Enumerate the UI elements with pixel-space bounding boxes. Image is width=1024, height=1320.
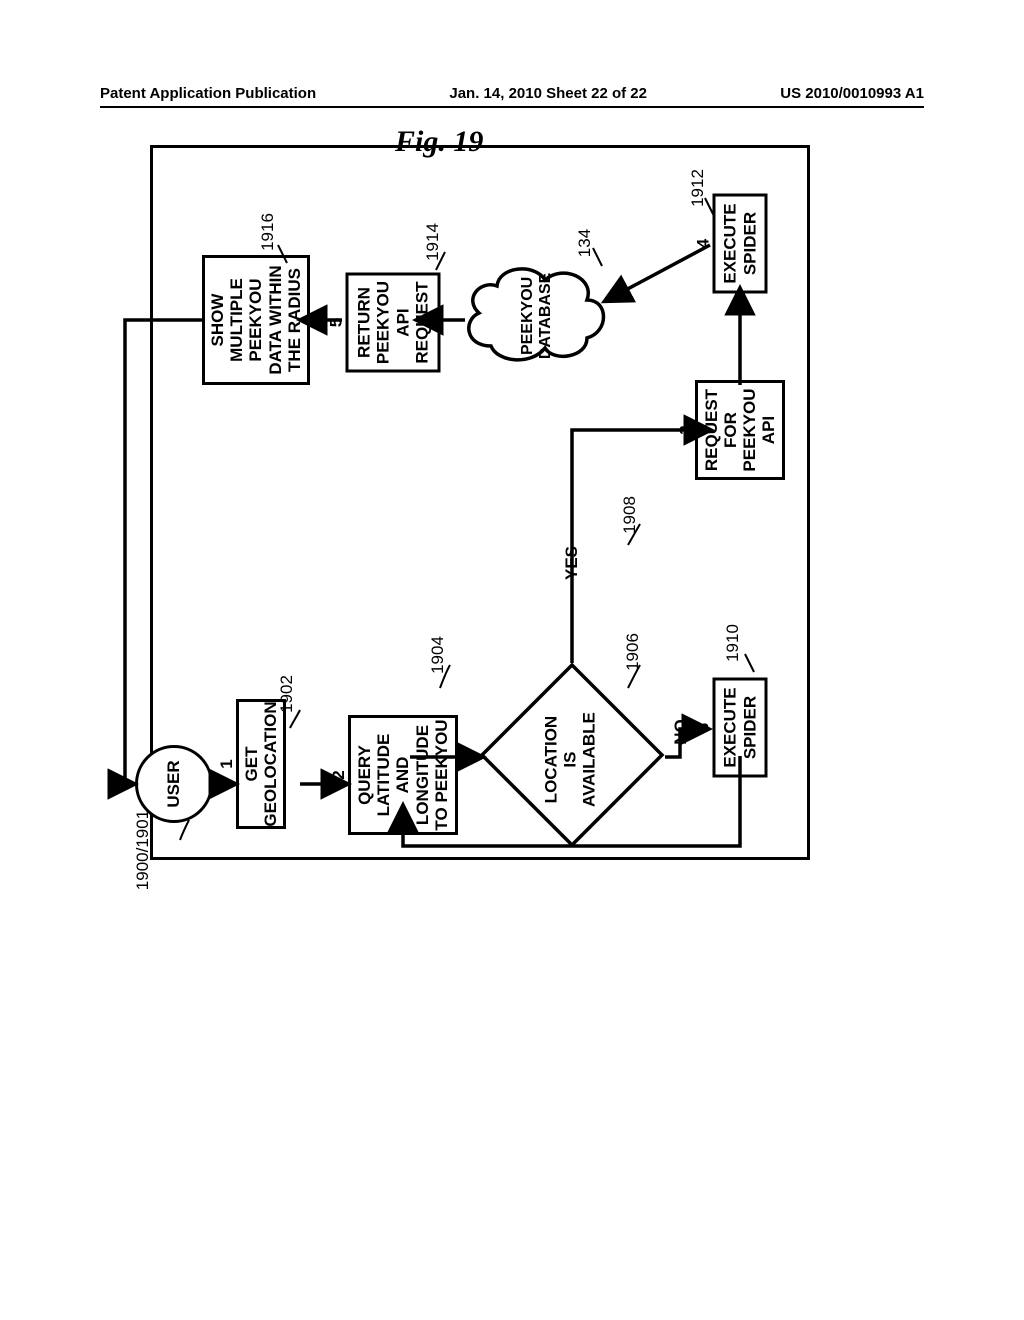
header-left: Patent Application Publication: [100, 85, 316, 102]
query-step: 2: [329, 770, 348, 779]
user-ref: 1900/1901: [133, 810, 153, 890]
spider-bottom-ref: 1910: [723, 624, 743, 662]
geolocation-ref: 1902: [277, 675, 297, 713]
return-req-step: 5: [327, 318, 346, 327]
query-ref: 1904: [428, 636, 448, 674]
return-req-node: 5 RETURN PEEKYOU API REQUEST: [346, 273, 441, 373]
spider-top-node: 4 EXECUTE SPIDER: [713, 194, 768, 294]
return-req-label: RETURN PEEKYOU API REQUEST: [355, 281, 431, 364]
user-label: USER: [164, 760, 183, 807]
request-api-label: REQUEST FOR PEEKYOU API: [702, 388, 778, 471]
query-node: 2 QUERY LATITUDE AND LONGITUDE TO PEEKYO…: [348, 715, 458, 835]
show-data-ref: 1916: [258, 213, 278, 251]
return-req-ref: 1914: [423, 223, 443, 261]
request-api-step: 3: [676, 425, 695, 434]
geolocation-node: 1 GET GEOLOCATION: [236, 699, 286, 829]
decision-label: LOCATION IS AVAILABLE: [541, 710, 598, 810]
request-api-node: 3 REQUEST FOR PEEKYOU API: [695, 380, 785, 480]
query-label: QUERY LATITUDE AND LONGITUDE TO PEEKYOU: [355, 719, 450, 830]
header-right: US 2010/0010993 A1: [780, 85, 924, 102]
spider-top-label: EXECUTE SPIDER: [721, 203, 759, 283]
database-ref: 134: [575, 229, 595, 257]
geolocation-label: GET GEOLOCATION: [242, 701, 280, 826]
decision-ref: 1906: [623, 633, 643, 671]
yes-ref: 1908: [620, 496, 640, 534]
database-label: PEEKYOU DATABASE: [519, 266, 555, 366]
spider-top-ref: 1912: [688, 169, 708, 207]
spider-bottom-label: EXECUTE SPIDER: [721, 687, 759, 767]
show-data-label: SHOW MULTIPLE PEEKYOU DATA WITHIN THE RA…: [208, 265, 303, 374]
yes-edge-label: YES: [562, 546, 582, 580]
spider-bottom-node: 6 EXECUTE SPIDER: [713, 678, 768, 778]
spider-bottom-step: 6: [694, 723, 713, 732]
header-center: Jan. 14, 2010 Sheet 22 of 22: [449, 85, 647, 102]
page-header: Patent Application Publication Jan. 14, …: [100, 85, 924, 108]
show-data-node: SHOW MULTIPLE PEEKYOU DATA WITHIN THE RA…: [202, 255, 310, 385]
no-edge-label: NO: [671, 719, 691, 745]
spider-top-step: 4: [694, 239, 713, 248]
geolocation-step: 1: [217, 759, 236, 768]
